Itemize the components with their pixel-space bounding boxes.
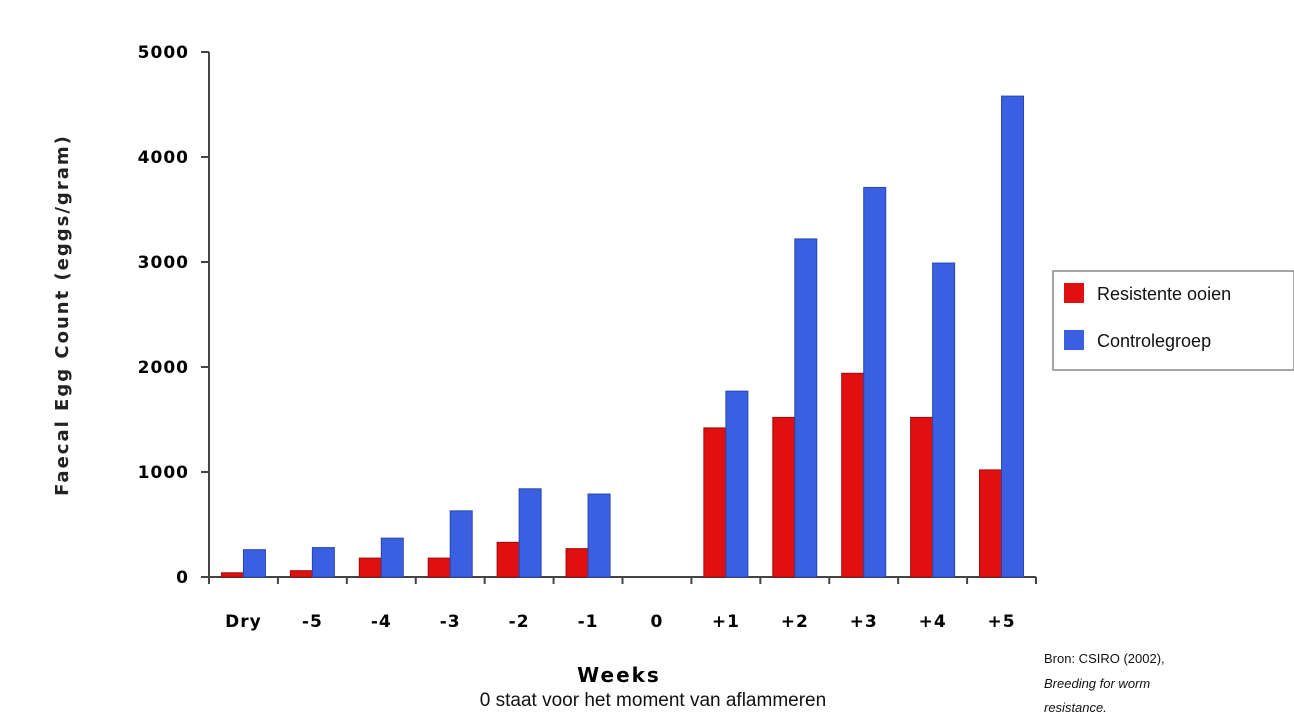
bar-controlegroep (932, 262, 956, 578)
y-tick-label: 4000 (138, 148, 189, 168)
bar-controlegroep (1001, 95, 1025, 578)
x-axis-ticks: Dry -5 -4 -3 -2 -1 0 +1 +2 +3 +4 +5 (208, 577, 1037, 632)
y-axis-label: Faecal Egg Count (eggs/gram) (52, 134, 73, 496)
bar-resistente (427, 557, 451, 578)
y-tick-label: 5000 (138, 43, 189, 63)
legend: Resistente ooien Controlegroep (1052, 270, 1294, 371)
x-tick-label: +2 (781, 612, 809, 632)
y-axis-ticks: 0 1000 2000 3000 4000 5000 (138, 43, 209, 588)
legend-label-resistente: Resistente ooien (1097, 284, 1231, 304)
x-tick-label: +1 (712, 612, 740, 632)
legend-swatch-resistente (1064, 283, 1084, 303)
x-tick-label: +3 (850, 612, 878, 632)
x-tick-label: -5 (302, 612, 323, 632)
x-tick-label: -3 (440, 612, 461, 632)
x-tick-label: +5 (988, 612, 1016, 632)
source-line-2: Breeding for worm (1044, 676, 1150, 691)
x-axis-note: 0 staat voor het moment van aflammeren (480, 690, 826, 711)
x-tick-label: -4 (371, 612, 392, 632)
y-tick-label: 2000 (138, 358, 189, 378)
bar-resistente (220, 572, 244, 578)
bar-controlegroep (449, 510, 473, 578)
y-tick-label: 0 (176, 568, 189, 588)
source-line-3: resistance. (1044, 700, 1107, 715)
bar-controlegroep (794, 238, 818, 578)
legend-label-controlegroep: Controlegroep (1097, 331, 1211, 351)
x-tick-label: -1 (578, 612, 599, 632)
bar-controlegroep (242, 549, 266, 578)
bar-controlegroep (725, 390, 749, 578)
bar-controlegroep (863, 186, 887, 578)
bar-resistente (772, 416, 796, 578)
bar-controlegroep (311, 547, 335, 578)
x-tick-label: Dry (225, 612, 262, 632)
bar-resistente (703, 427, 727, 578)
bar-controlegroep (380, 537, 404, 578)
y-tick-label: 1000 (138, 463, 189, 483)
x-tick-label: 0 (651, 612, 664, 632)
bars (220, 95, 1025, 578)
bar-controlegroep (518, 488, 542, 578)
bar-controlegroep (587, 493, 611, 578)
y-tick-label: 3000 (138, 253, 189, 273)
bar-resistente (358, 557, 382, 578)
bar-resistente (496, 541, 520, 578)
bar-resistente (910, 416, 934, 578)
bar-resistente (979, 469, 1003, 578)
bar-resistente (289, 570, 313, 578)
bar-resistente (841, 372, 865, 578)
source-line-1: Bron: CSIRO (2002), (1044, 651, 1165, 666)
source-credit: Bron: CSIRO (2002), Breeding for worm re… (1044, 651, 1165, 715)
x-tick-label: +4 (919, 612, 947, 632)
x-tick-label: -2 (509, 612, 530, 632)
legend-swatch-controlegroep (1064, 330, 1084, 350)
bar-resistente (565, 548, 589, 578)
x-axis-label: Weeks (577, 663, 661, 687)
